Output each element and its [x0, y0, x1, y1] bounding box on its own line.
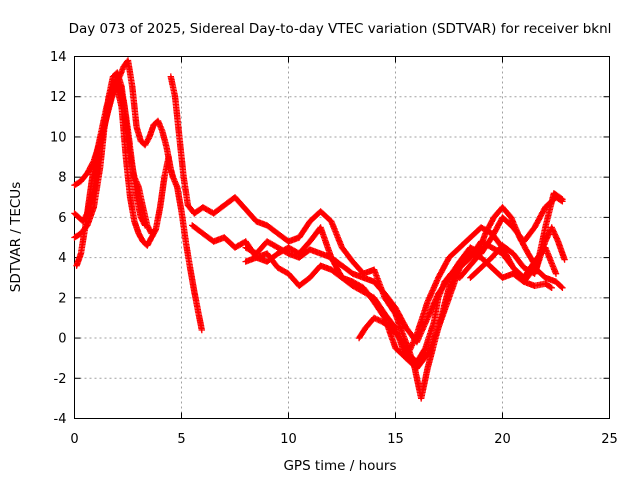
y-tick-label: 14 — [50, 50, 67, 65]
x-tick-label: 5 — [177, 432, 185, 447]
axis-ticks — [74, 56, 610, 419]
x-tick-label: 10 — [280, 432, 297, 447]
grid-lines — [74, 56, 610, 419]
y-tick-label: -2 — [54, 372, 67, 387]
x-tick-label: 0 — [70, 432, 78, 447]
y-tick-label: 10 — [50, 130, 67, 145]
chart-title: Day 073 of 2025, Sidereal Day-to-day VTE… — [69, 21, 612, 37]
data-point-markers — [355, 190, 566, 366]
y-tick-label: 4 — [58, 251, 66, 266]
series-track-i — [355, 190, 566, 366]
data-point-markers — [467, 224, 568, 281]
y-tick-label: 8 — [58, 171, 66, 186]
tick-labels: 0 5 10 15 20 25 -4 -2 0 2 4 6 8 10 12 14 — [50, 50, 618, 447]
series-track-d — [73, 77, 149, 269]
x-tick-label: 20 — [494, 432, 511, 447]
data-point-markers — [73, 77, 149, 269]
x-tick-label: 15 — [387, 432, 404, 447]
y-tick-label: 6 — [58, 211, 66, 226]
y-tick-label: -4 — [54, 412, 67, 427]
series-track-j — [467, 224, 568, 281]
y-tick-label: 2 — [58, 291, 66, 306]
x-tick-label: 25 — [601, 432, 618, 447]
data-marks — [71, 57, 568, 402]
y-tick-label: 12 — [50, 90, 67, 105]
y-axis-label: SDTVAR / TECUs — [8, 182, 24, 292]
y-tick-label: 0 — [58, 332, 66, 347]
x-axis-label: GPS time / hours — [283, 458, 396, 474]
